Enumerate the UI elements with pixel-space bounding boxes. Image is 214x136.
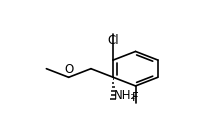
Text: F: F <box>132 91 139 104</box>
Text: NH₂: NH₂ <box>114 89 136 102</box>
Text: O: O <box>64 63 73 76</box>
Text: Cl: Cl <box>107 34 119 47</box>
